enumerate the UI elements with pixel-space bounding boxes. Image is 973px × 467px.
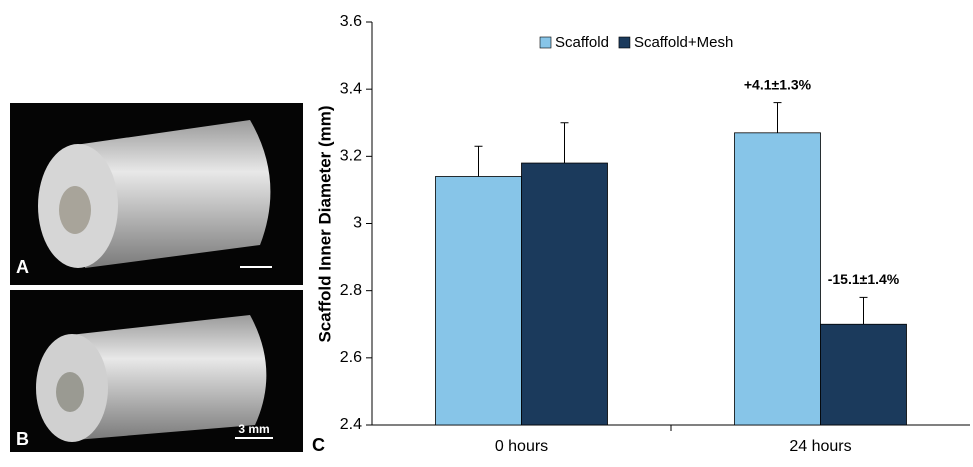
panel-label: B: [16, 429, 29, 449]
bar: [521, 162, 608, 426]
x-tick-label: 24 hours: [789, 438, 851, 455]
photo-a: [10, 103, 303, 285]
bar: [435, 176, 522, 426]
y-tick-label: 2.8: [340, 282, 362, 299]
legend-swatch: [539, 36, 552, 49]
y-tick-label: 3: [353, 215, 362, 232]
y-tick-label: 3.2: [340, 148, 362, 165]
bar: [820, 323, 907, 426]
y-tick-label: 3.4: [340, 80, 362, 97]
y-axis-label: Scaffold Inner Diameter (mm): [315, 105, 334, 342]
x-tick-label: 0 hours: [495, 438, 548, 455]
legend-label: Scaffold: [555, 34, 609, 51]
panel-label: A: [16, 257, 29, 277]
annotation: -15.1±1.4%: [828, 271, 900, 287]
y-tick-label: 2.4: [340, 416, 362, 433]
legend-label: Scaffold+Mesh: [634, 34, 733, 51]
photo-b: [10, 290, 303, 452]
y-tick-label: 3.6: [340, 13, 362, 30]
scale-bar-label: 3 mm: [238, 422, 269, 436]
bar: [734, 132, 821, 426]
y-tick-label: 2.6: [340, 349, 362, 366]
annotation: +4.1±1.3%: [744, 76, 812, 92]
panel-label: C: [312, 435, 325, 455]
legend-swatch: [618, 36, 631, 49]
